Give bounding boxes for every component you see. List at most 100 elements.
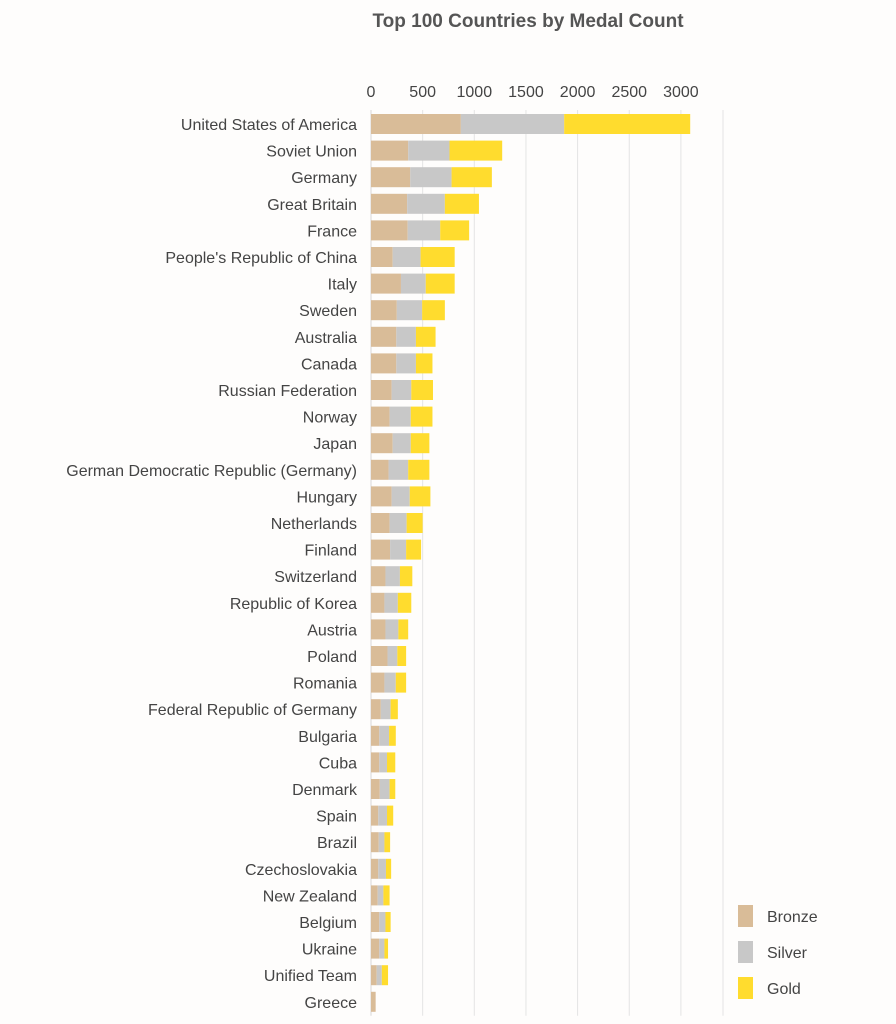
bars	[371, 114, 691, 1012]
chart-title: Top 100 Countries by Medal Count	[372, 11, 684, 32]
bar-silver	[390, 539, 407, 560]
bar-silver	[384, 672, 396, 693]
bar-gold	[410, 406, 433, 427]
bar-bronze	[371, 140, 409, 161]
x-tick-label: 1500	[508, 84, 544, 101]
bar-bronze	[371, 539, 391, 560]
bar-silver	[378, 805, 388, 826]
bar-bronze	[371, 592, 385, 613]
category-label: Great Britain	[267, 197, 357, 214]
bar-silver	[379, 752, 388, 773]
category-label: People's Republic of China	[165, 250, 357, 267]
bar-silver	[389, 513, 407, 533]
bar-silver	[396, 300, 423, 321]
category-label: Netherlands	[271, 516, 357, 533]
x-tick-label: 500	[409, 84, 436, 101]
bar-bronze	[371, 938, 380, 959]
bar-bronze	[371, 326, 397, 347]
bar-bronze	[371, 779, 380, 799]
bar-gold	[449, 140, 503, 161]
bar-gold	[389, 725, 396, 746]
category-label: Greece	[305, 995, 358, 1012]
bar-bronze	[371, 486, 392, 507]
bar-gold	[384, 832, 391, 853]
bar-bronze	[371, 566, 386, 587]
bar-gold	[406, 539, 422, 560]
legend-swatch-gold	[738, 977, 753, 999]
bar-silver	[407, 220, 441, 241]
bar-bronze	[371, 725, 380, 746]
bar-bronze	[371, 965, 377, 986]
bar-silver	[388, 459, 409, 480]
bar-gold	[390, 699, 398, 720]
bar-gold	[410, 433, 430, 454]
bar-gold	[399, 566, 413, 587]
bar-gold	[409, 486, 431, 507]
bar-gold	[381, 965, 389, 986]
category-label: Japan	[313, 436, 357, 453]
category-label: Finland	[305, 543, 357, 560]
category-label: United States of America	[181, 117, 357, 134]
bar-bronze	[371, 300, 397, 321]
category-label: Denmark	[292, 782, 358, 799]
bar-bronze	[371, 832, 379, 853]
bar-bronze	[371, 353, 397, 374]
bar-silver	[460, 114, 565, 134]
bar-gold	[564, 114, 691, 134]
category-label: Brazil	[317, 835, 357, 852]
category-label: Australia	[295, 330, 357, 347]
legend-swatch-silver	[738, 941, 753, 963]
bar-bronze	[371, 858, 379, 879]
bar-bronze	[371, 991, 376, 1012]
bar-silver	[400, 273, 426, 294]
bar-bronze	[371, 114, 461, 134]
bar-silver	[391, 486, 410, 507]
gridlines	[370, 110, 724, 1016]
bar-bronze	[371, 247, 393, 267]
bar-silver	[396, 353, 416, 374]
bar-silver	[379, 912, 386, 932]
bar-bronze	[371, 619, 386, 640]
bar-gold	[425, 273, 455, 294]
bar-gold	[387, 805, 394, 826]
bar-silver	[380, 699, 391, 720]
category-label: Czechoslovakia	[245, 862, 357, 879]
category-label: New Zealand	[263, 888, 357, 905]
legend: Bronze Silver Gold	[738, 905, 818, 999]
bar-gold	[444, 193, 479, 214]
bar-gold	[397, 646, 407, 666]
bar-silver	[379, 938, 385, 959]
bar-gold	[422, 300, 445, 321]
bar-silver	[389, 406, 411, 427]
bar-gold	[420, 247, 455, 267]
bar-bronze	[371, 805, 379, 826]
bar-gold	[408, 459, 430, 480]
x-tick-label: 1000	[457, 84, 493, 101]
bar-silver	[379, 779, 390, 799]
category-label: Sweden	[299, 303, 357, 320]
bar-gold	[451, 167, 492, 188]
legend-swatch-bronze	[738, 905, 753, 927]
bar-bronze	[371, 912, 380, 932]
bar-gold	[389, 779, 396, 799]
x-tick-label: 3000	[663, 84, 699, 101]
bar-bronze	[371, 646, 388, 666]
bar-silver	[387, 646, 398, 666]
bar-gold	[385, 858, 392, 879]
category-label: Russian Federation	[218, 383, 357, 400]
bar-gold	[383, 885, 390, 906]
category-label: Canada	[301, 356, 357, 373]
bar-silver	[392, 433, 411, 454]
bar-silver	[378, 832, 385, 853]
bar-silver	[385, 619, 399, 640]
bar-silver	[377, 885, 384, 906]
bar-bronze	[371, 220, 408, 241]
bar-gold	[398, 619, 409, 640]
bar-bronze	[371, 885, 378, 906]
bar-gold	[411, 380, 433, 400]
bar-gold	[385, 912, 391, 932]
bar-bronze	[371, 433, 393, 454]
bar-bronze	[371, 513, 390, 533]
category-label: Italy	[328, 277, 357, 294]
